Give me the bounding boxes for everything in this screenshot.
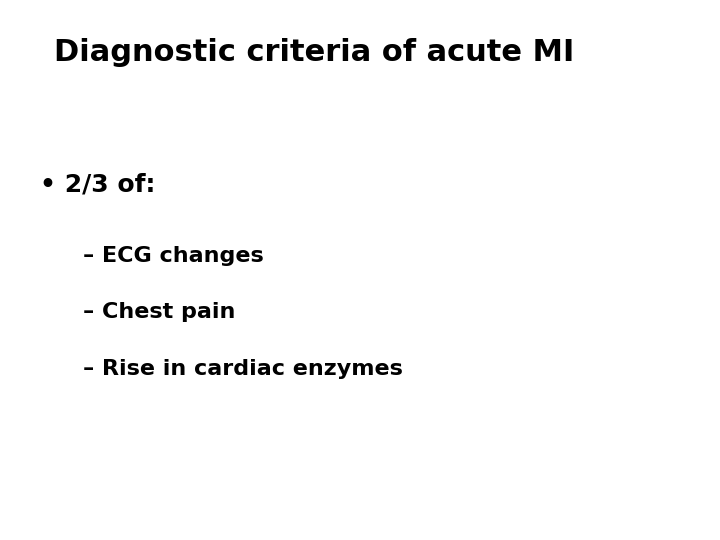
Text: Diagnostic criteria of acute MI: Diagnostic criteria of acute MI [54,38,575,67]
Text: • 2/3 of:: • 2/3 of: [40,173,155,197]
Text: – ECG changes: – ECG changes [83,246,264,266]
Text: – Rise in cardiac enzymes: – Rise in cardiac enzymes [83,359,402,379]
Text: – Chest pain: – Chest pain [83,302,235,322]
